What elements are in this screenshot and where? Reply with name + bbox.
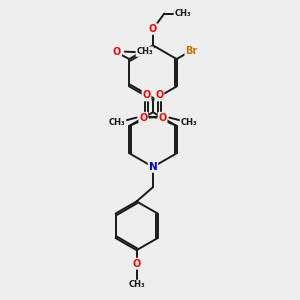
- Text: O: O: [158, 112, 167, 123]
- Text: N: N: [148, 162, 157, 172]
- Text: Br: Br: [185, 46, 197, 56]
- Text: O: O: [149, 24, 157, 34]
- Text: O: O: [142, 90, 151, 100]
- Text: O: O: [113, 46, 121, 57]
- Text: O: O: [139, 112, 148, 123]
- Text: O: O: [133, 259, 141, 269]
- Text: CH₃: CH₃: [136, 47, 153, 56]
- Text: CH₃: CH₃: [109, 118, 125, 127]
- Text: O: O: [155, 90, 164, 100]
- Text: CH₃: CH₃: [180, 118, 197, 127]
- Text: CH₃: CH₃: [128, 280, 145, 290]
- Text: CH₃: CH₃: [174, 9, 191, 18]
